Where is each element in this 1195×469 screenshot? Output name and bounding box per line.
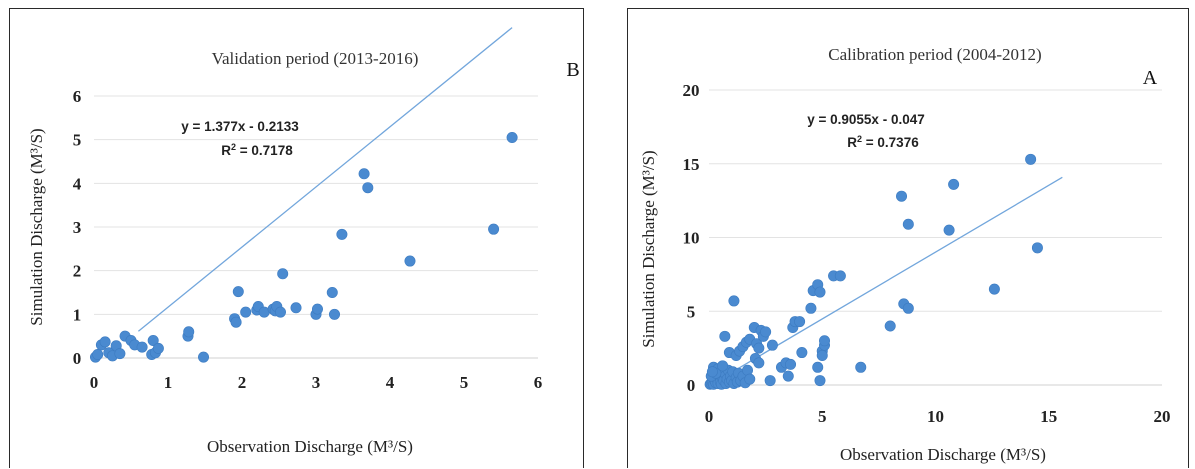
validation-x-tick-label: 1	[164, 373, 173, 392]
validation-data-point	[114, 348, 126, 360]
validation-data-point	[147, 335, 159, 347]
validation-data-point	[232, 286, 244, 298]
validation-data-point	[183, 326, 195, 338]
calibration-data-point	[896, 190, 908, 202]
validation-trendline	[137, 27, 513, 332]
calibration-chart-title: Calibration period (2004-2012)	[828, 45, 1041, 64]
validation-r-squared: R2 = 0.7178	[221, 142, 293, 158]
validation-y-tick-label: 5	[73, 131, 82, 150]
validation-scatter-plot: 0 1 2 3 4 5 6 0 1 2 3 4 5 6 Validation period (2013-20…	[27, 27, 580, 456]
calibration-y-tick-label: 15	[683, 155, 700, 174]
calibration-data-point	[719, 330, 731, 342]
calibration-data-point	[812, 361, 824, 373]
validation-x-tick-label: 2	[238, 373, 247, 392]
calibration-data-point	[744, 373, 756, 385]
validation-data-point	[362, 182, 374, 194]
validation-y-axis-label: Simulation Discharge (M³/S)	[27, 128, 46, 325]
calibration-data-point	[884, 320, 896, 332]
validation-y-tick-label: 3	[73, 218, 82, 237]
calibration-scatter-plot: 0 5 10 15 20 0 5 10 15 20 Calibration period (2004…	[639, 45, 1171, 464]
calibration-data-point	[902, 218, 914, 230]
calibration-y-tick-label: 0	[687, 376, 696, 395]
calibration-data-point	[794, 316, 806, 328]
validation-data-point	[198, 351, 210, 363]
validation-y-tick-label: 4	[73, 174, 82, 193]
calibration-data-point	[902, 302, 914, 314]
validation-data-point	[336, 228, 348, 240]
calibration-data-point	[782, 370, 794, 382]
validation-data-point	[326, 286, 338, 298]
validation-data-point	[290, 302, 302, 314]
calibration-data-point	[819, 335, 831, 347]
validation-data-point	[99, 336, 111, 348]
calibration-x-axis-label: Observation Discharge (M³/S)	[840, 445, 1046, 464]
calibration-data-point	[814, 286, 826, 298]
calibration-data-point	[796, 347, 808, 359]
calibration-data-point	[785, 358, 797, 370]
validation-y-tick-label: 0	[73, 349, 82, 368]
validation-x-tick-label: 3	[312, 373, 321, 392]
validation-data-point	[311, 303, 323, 315]
calibration-data-point	[753, 342, 765, 354]
calibration-trend-equation: y = 0.9055x - 0.047	[807, 112, 924, 127]
validation-data-point	[136, 341, 148, 353]
calibration-data-point	[717, 360, 729, 372]
calibration-data-point	[805, 302, 817, 314]
calibration-y-axis-label: Simulation Discharge (M³/S)	[639, 150, 658, 347]
calibration-chart-panel: 0 5 10 15 20 0 5 10 15 20 Calibration period (2004…	[627, 8, 1189, 468]
validation-data-point	[404, 255, 416, 267]
validation-panel-letter: B	[566, 59, 579, 81]
calibration-x-tick-label: 15	[1040, 407, 1057, 426]
calibration-data-point	[764, 375, 776, 387]
calibration-data-point	[1031, 242, 1043, 254]
calibration-trendline	[713, 176, 1063, 384]
calibration-data-point	[760, 326, 772, 338]
calibration-x-tick-label: 0	[705, 407, 714, 426]
validation-x-tick-label: 4	[386, 373, 395, 392]
validation-data-point	[358, 168, 370, 180]
calibration-x-tick-label: 20	[1154, 407, 1171, 426]
calibration-data-point	[948, 178, 960, 190]
calibration-y-tick-label: 10	[683, 229, 700, 248]
calibration-x-tick-label: 5	[818, 407, 827, 426]
calibration-data-point	[988, 283, 1000, 295]
calibration-data-point	[855, 361, 867, 373]
validation-x-tick-label: 0	[90, 373, 99, 392]
calibration-panel-letter: A	[1143, 67, 1158, 89]
validation-data-point	[277, 268, 289, 280]
calibration-data-point	[766, 339, 778, 351]
calibration-data-point	[834, 270, 846, 282]
validation-trend-equation: y = 1.377x - 0.2133	[181, 119, 299, 134]
calibration-data-point	[943, 224, 955, 236]
validation-data-point	[506, 131, 518, 143]
validation-chart-title: Validation period (2013-2016)	[212, 49, 419, 68]
calibration-data-point	[706, 366, 718, 378]
validation-chart-panel: 0 1 2 3 4 5 6 0 1 2 3 4 5 6 Validation period (2013-20…	[9, 8, 584, 468]
validation-data-point	[488, 223, 500, 235]
calibration-y-tick-label: 5	[687, 302, 696, 321]
calibration-data-point	[1025, 153, 1037, 165]
calibration-data-point	[728, 295, 740, 307]
calibration-data-point	[814, 375, 826, 387]
calibration-data-point	[816, 349, 828, 361]
calibration-y-tick-label: 20	[683, 81, 700, 100]
validation-data-point	[240, 306, 252, 318]
validation-x-tick-label: 6	[534, 373, 543, 392]
validation-y-tick-label: 2	[73, 262, 82, 281]
validation-y-tick-label: 6	[73, 87, 82, 106]
validation-data-point	[328, 308, 340, 320]
calibration-x-tick-label: 10	[927, 407, 944, 426]
validation-data-point	[274, 306, 286, 318]
validation-data-point	[152, 342, 164, 354]
validation-data-point	[230, 316, 242, 328]
validation-data-point	[92, 349, 104, 361]
calibration-data-point	[753, 357, 765, 369]
validation-y-tick-label: 1	[73, 305, 82, 324]
validation-x-tick-label: 5	[460, 373, 469, 392]
calibration-r-squared: R2 = 0.7376	[847, 134, 919, 150]
validation-x-axis-label: Observation Discharge (M³/S)	[207, 437, 413, 456]
